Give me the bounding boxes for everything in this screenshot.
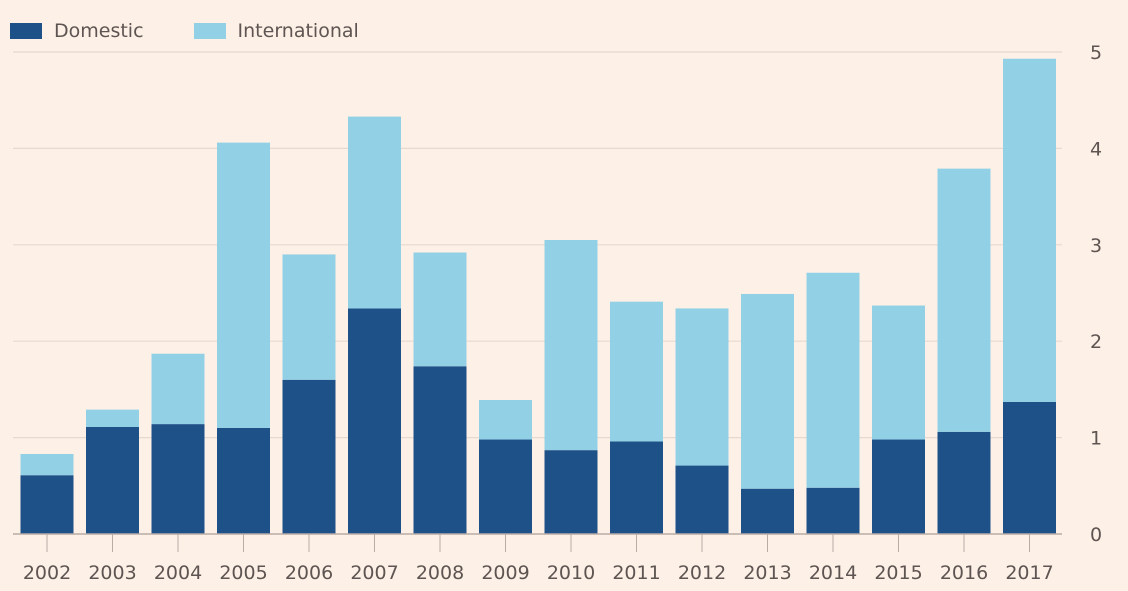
legend-item-domestic: Domestic	[10, 20, 144, 42]
bar-domestic-2008	[413, 366, 467, 534]
bar-international-2010	[544, 239, 598, 451]
bar-domestic-2017	[1003, 401, 1056, 534]
bar-international-2006	[282, 254, 336, 380]
bar-domestic-2010	[544, 450, 598, 534]
x-tick-label: 2010	[547, 562, 595, 584]
x-tick-label: 2011	[612, 562, 660, 584]
bar-domestic-2006	[282, 379, 336, 534]
bar-domestic-2011	[610, 441, 663, 534]
x-tick-label: 2009	[481, 562, 529, 584]
bar-international-2014	[806, 272, 860, 488]
y-tick-label: 1	[1090, 428, 1102, 450]
bar-international-2015	[872, 305, 925, 440]
bar-domestic-2002	[20, 475, 74, 534]
bar-domestic-2013	[741, 488, 794, 534]
legend-label: Domestic	[54, 20, 144, 42]
x-tick-label: 2015	[874, 562, 922, 584]
bar-international-2013	[741, 293, 794, 489]
bar-international-2012	[675, 308, 729, 466]
bar-domestic-2009	[479, 439, 532, 534]
bar-domestic-2016	[937, 431, 991, 534]
bar-international-2002	[20, 453, 74, 476]
x-tick-label: 2003	[88, 562, 136, 584]
x-tick-label: 2013	[743, 562, 791, 584]
x-tick-label: 2005	[219, 562, 267, 584]
bar-international-2017	[1003, 58, 1056, 402]
y-tick-label: 4	[1090, 138, 1102, 160]
bar-international-2003	[86, 409, 139, 427]
legend-label: International	[237, 20, 359, 42]
legend-swatch-domestic	[10, 23, 42, 39]
y-tick-label: 2	[1090, 331, 1102, 353]
legend-swatch-international	[193, 23, 226, 39]
x-tick-label: 2008	[416, 562, 464, 584]
x-tick-label: 2004	[154, 562, 202, 584]
bar-international-2011	[610, 301, 663, 442]
x-tick-label: 2014	[809, 562, 857, 584]
bar-domestic-2012	[675, 465, 729, 534]
bar-international-2016	[937, 168, 991, 432]
bar-international-2007	[348, 116, 401, 309]
bar-domestic-2003	[86, 426, 139, 534]
legend-item-international: International	[193, 20, 359, 42]
bar-international-2005	[217, 142, 270, 428]
legend: Domestic International	[10, 20, 409, 42]
bar-international-2004	[151, 353, 205, 425]
y-tick-label: 0	[1090, 524, 1102, 546]
x-tick-label: 2007	[350, 562, 398, 584]
y-tick-label: 5	[1090, 42, 1102, 64]
bar-domestic-2007	[348, 308, 401, 534]
x-tick-label: 2006	[285, 562, 333, 584]
bar-domestic-2015	[872, 439, 925, 534]
x-tick-label: 2016	[940, 562, 988, 584]
x-tick-label: 2012	[678, 562, 726, 584]
x-tick-label: 2002	[23, 562, 71, 584]
y-tick-label: 3	[1090, 235, 1102, 257]
bar-international-2009	[479, 400, 532, 440]
bar-domestic-2005	[217, 427, 270, 534]
bar-domestic-2014	[806, 487, 860, 534]
bar-domestic-2004	[151, 424, 205, 534]
x-tick-label: 2017	[1005, 562, 1053, 584]
bar-international-2008	[413, 252, 467, 367]
